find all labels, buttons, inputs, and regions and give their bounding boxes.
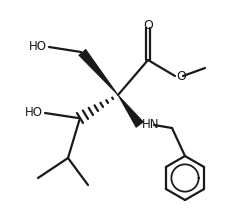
Text: O: O [143,19,152,32]
Text: O: O [175,70,185,82]
Text: HO: HO [29,40,47,53]
Polygon shape [117,95,143,128]
Text: HN: HN [141,117,159,131]
Polygon shape [78,49,118,95]
Text: HO: HO [25,106,43,120]
